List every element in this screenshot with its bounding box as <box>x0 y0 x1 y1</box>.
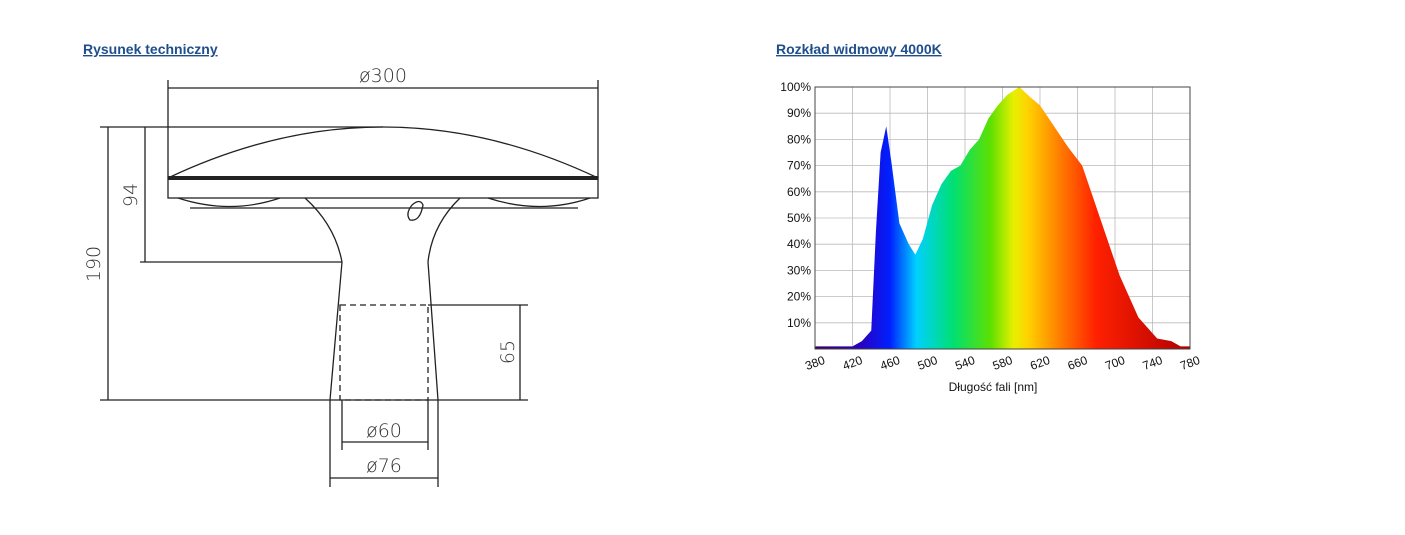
y-tick-label: 40% <box>787 237 811 251</box>
chart-title: Rozkład widmowy 4000K <box>776 41 942 57</box>
y-tick-label: 10% <box>787 316 811 330</box>
x-tick-label: 780 <box>1178 353 1202 373</box>
dimension: 190 <box>83 246 105 282</box>
y-tick-label: 50% <box>787 211 811 225</box>
y-tick-label: 30% <box>787 263 811 277</box>
y-tick-label: 70% <box>787 159 811 173</box>
x-tick-label: 740 <box>1141 353 1165 373</box>
y-tick-label: 80% <box>787 132 811 146</box>
x-axis-label: Długość fali [nm] <box>949 380 1038 394</box>
x-tick-label: 660 <box>1066 353 1090 373</box>
dimension: 94 <box>120 183 142 207</box>
x-tick-label: 500 <box>916 353 940 373</box>
technical-drawing <box>100 80 599 487</box>
x-tick-label: 380 <box>803 353 827 373</box>
x-tick-label: 420 <box>841 353 865 373</box>
spectrum-area <box>815 87 1190 349</box>
drawing-title: Rysunek techniczny <box>83 41 218 57</box>
dimension: ø76 <box>366 455 402 477</box>
dimension: 65 <box>497 340 519 364</box>
chart: 10% 20% 30% 40% 50% 60% 70% 80% 90% 100% 380 420 460… <box>780 80 1202 373</box>
dimension: ø300 <box>359 65 407 87</box>
y-tick-label: 60% <box>787 185 811 199</box>
dimension: ø60 <box>366 420 402 442</box>
x-tick-label: 540 <box>953 353 977 373</box>
x-tick-label: 700 <box>1103 353 1127 373</box>
y-tick-label: 100% <box>780 80 811 94</box>
x-tick-label: 460 <box>878 353 902 373</box>
y-tick-label: 20% <box>787 290 811 304</box>
x-tick-label: 620 <box>1028 353 1052 373</box>
plot-frame <box>814 86 1191 350</box>
y-tick-label: 90% <box>787 106 811 120</box>
x-tick-label: 580 <box>991 353 1015 373</box>
